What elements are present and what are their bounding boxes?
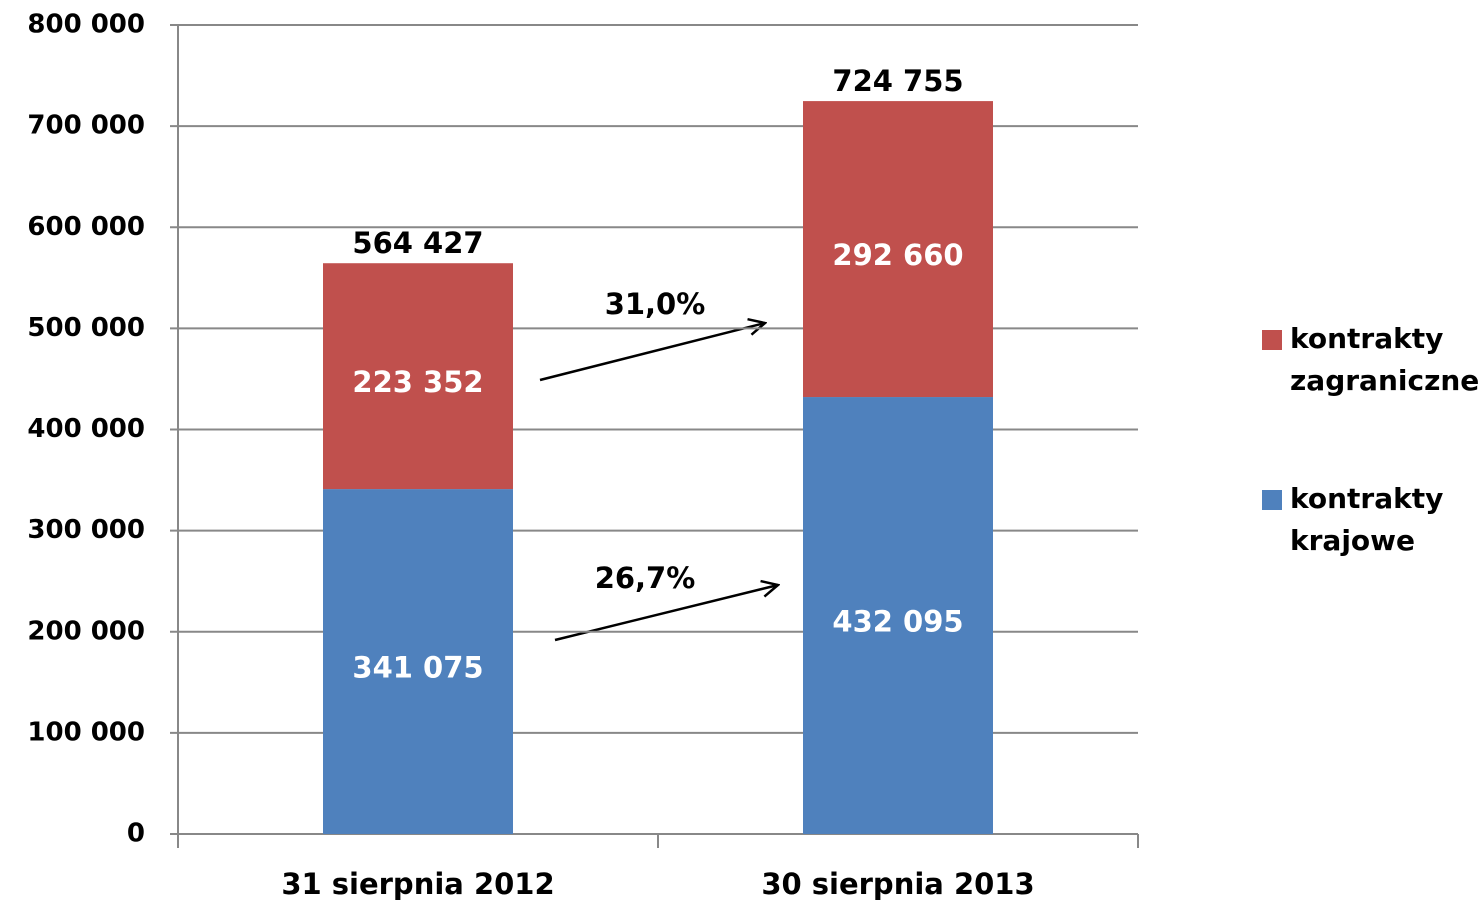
bar-segment [803, 397, 993, 834]
x-tick-label: 31 sierpnia 2012 [281, 867, 554, 901]
total-label: 564 427 [352, 226, 483, 260]
y-tick-label: 700 000 [27, 111, 145, 141]
legend-item: kontrakty zagraniczne [1262, 318, 1482, 402]
annotation: 26,7% [595, 561, 696, 595]
y-tick-label: 200 000 [27, 616, 145, 646]
legend-label: kontrakty zagraniczne [1290, 322, 1480, 397]
y-tick-label: 500 000 [27, 313, 145, 343]
bar-segment [323, 489, 513, 834]
data-label: 292 660 [832, 238, 963, 272]
y-tick-label: 300 000 [27, 515, 145, 545]
data-label: 341 075 [352, 651, 483, 685]
legend-label: kontrakty krajowe [1290, 482, 1444, 557]
legend-swatch [1262, 330, 1282, 350]
legend-swatch [1262, 490, 1282, 510]
legend-item: kontrakty krajowe [1262, 478, 1482, 562]
total-label: 724 755 [832, 64, 963, 98]
y-tick-label: 600 000 [27, 212, 145, 242]
data-label: 432 095 [832, 605, 963, 639]
y-tick-label: 800 000 [27, 10, 145, 40]
bar-segment [323, 263, 513, 490]
y-tick-label: 100 000 [27, 717, 145, 747]
arrow [539, 323, 765, 382]
y-tick-label: 400 000 [27, 414, 145, 444]
y-tick-label: 0 [127, 819, 145, 849]
annotation: 31,0% [605, 287, 706, 321]
data-label: 223 352 [352, 365, 483, 399]
bar-segment [803, 101, 993, 398]
x-tick-label: 30 sierpnia 2013 [761, 867, 1034, 901]
